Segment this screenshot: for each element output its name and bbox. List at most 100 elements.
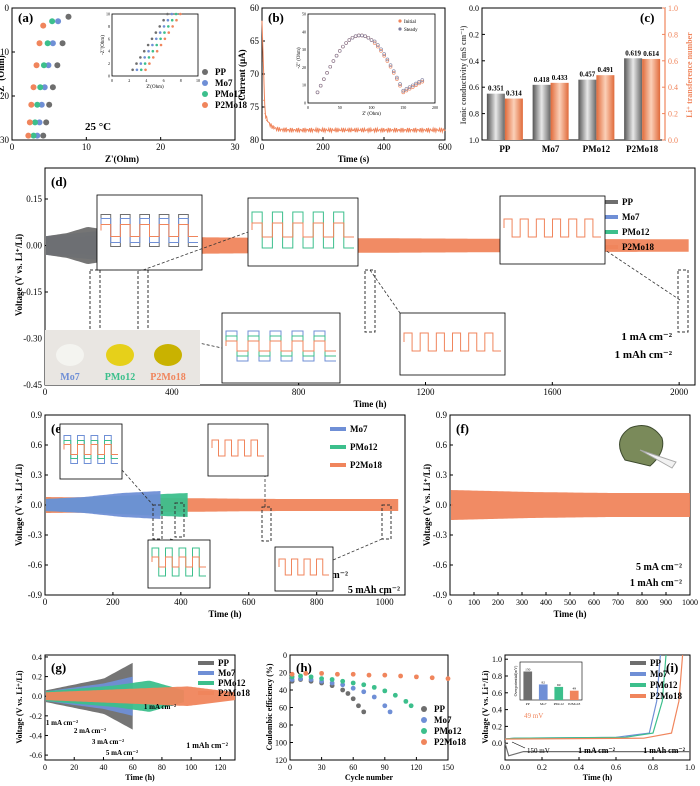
d-xtick-label: 0 <box>43 387 48 397</box>
a-inset-xtick: 4 <box>145 78 147 83</box>
b-ytick-label: 65 <box>250 36 260 46</box>
a-inset-point <box>150 37 154 41</box>
d-inset-5 <box>399 312 506 376</box>
e-ytick-label: -0.3 <box>28 530 43 540</box>
h-legend-marker <box>421 717 427 723</box>
d-ytick-label: 0.00 <box>26 241 42 251</box>
h-point-PMo12 <box>340 678 346 684</box>
h-point-PMo12 <box>319 676 324 682</box>
e-ytick-label: -0.6 <box>28 560 43 570</box>
a-inset-point <box>158 25 162 28</box>
a-legend-label: PP <box>215 67 226 77</box>
i-inset-bar <box>523 671 533 700</box>
d-zoom-region <box>89 269 101 333</box>
b-inset-xtick: 150 <box>400 105 406 110</box>
b-inset-point-Steady <box>334 53 339 58</box>
h-ytick-label: 20 <box>279 669 287 678</box>
h-point-PMo12 <box>408 703 414 709</box>
a-xtick-label: 10 <box>82 142 92 152</box>
h-xlabel: Cycle number <box>345 773 394 782</box>
a-legend-marker <box>202 102 208 108</box>
i-inset-value: 82 <box>542 680 546 684</box>
panel-label-b: (b) <box>268 10 284 25</box>
a-inset-point <box>154 31 158 34</box>
d-xtick-label: 800 <box>292 387 306 397</box>
c-category-label: P2Mo18 <box>626 144 658 154</box>
i-ytick-label: 0.0 <box>492 739 502 748</box>
b-inset-ytick: 50 <box>302 12 306 17</box>
f-xtick-label: 200 <box>492 598 504 607</box>
h-legend-marker <box>421 739 427 745</box>
b-inset-point-Steady <box>417 80 421 84</box>
a-inset-xtick: 2 <box>128 78 130 83</box>
a-point-P2Mo18 <box>33 62 40 69</box>
d-zoom-connector <box>142 231 249 271</box>
i-inset-ylabel: Overpotential(mV) <box>513 665 518 696</box>
b-inset-xtick: 0 <box>307 105 309 110</box>
b-inset-point-Steady <box>328 64 333 69</box>
b-inset-xtick: 50 <box>338 105 342 110</box>
h-point-PP <box>340 687 346 693</box>
i-ylabel: Voltage (V vs. Li⁺/Li) <box>481 670 490 743</box>
h-legend-marker <box>421 728 427 734</box>
d-zoom-region <box>89 269 101 333</box>
f-xtick-label: 500 <box>564 598 576 607</box>
e-inset-4 <box>274 546 334 592</box>
b-inset-point-Steady <box>382 52 387 56</box>
a-inset-point <box>154 37 158 41</box>
g-xtick-label: 60 <box>129 763 137 772</box>
h-ytick-label: 60 <box>279 704 287 713</box>
a-inset-point <box>155 43 159 47</box>
c-ytick-label: 0.8 <box>469 110 479 119</box>
b-inset-point-Steady <box>391 69 396 74</box>
c-ytick-label: 1.0 <box>469 136 479 145</box>
a-xtick-label: 30 <box>231 142 241 152</box>
panel-a-frame <box>11 7 236 141</box>
g-ytick-label: -0.4 <box>29 731 42 740</box>
i-xtick-label: 0.4 <box>574 763 584 772</box>
inset-wave <box>151 556 206 568</box>
i-legend-label: P2Mo18 <box>650 691 682 701</box>
a-inset-xtick: 6 <box>163 78 165 83</box>
h-point-PP <box>356 703 361 709</box>
a-inset-point <box>170 12 174 16</box>
c-ytick-right-label: 0.8 <box>668 30 678 39</box>
a-point-Mo7 <box>49 40 56 47</box>
a-inset-ytick: 2 <box>108 61 110 66</box>
h-legend-label: PMo12 <box>434 726 462 736</box>
c-bar-transference <box>642 58 661 141</box>
h-point-P2Mo18 <box>350 671 356 677</box>
panel-label-h: (h) <box>296 660 312 675</box>
panel-d-frame <box>44 167 696 386</box>
h-point-P2Mo18 <box>429 675 435 681</box>
e-zoom-region <box>381 504 392 540</box>
h-point-Mo7 <box>329 680 335 686</box>
b-inset-point-Steady <box>372 39 377 44</box>
i-ytick-label: 0.4 <box>492 706 502 715</box>
a-inset-xtick: 10 <box>196 78 200 83</box>
b-inset-point-Initial <box>395 77 399 81</box>
g-ylabel: Voltage (V vs. Li⁺/Li) <box>15 670 24 743</box>
i-legend-label: Mo7 <box>650 669 668 679</box>
d-condition: 1 mA cm⁻² <box>621 331 672 343</box>
a-point-PMo12 <box>30 132 37 139</box>
c-ytick-right-label: 0.6 <box>668 57 678 66</box>
e-xtick-label: 1000 <box>376 597 395 607</box>
i-legend-label: PMo12 <box>650 680 678 690</box>
a-legend-label: Mo7 <box>215 78 233 88</box>
a-point-PP <box>65 13 72 20</box>
e-xtick-label: 800 <box>310 597 324 607</box>
b-inset-point-Steady <box>414 81 418 86</box>
e-ytick-label: 0.0 <box>31 500 43 510</box>
g-xtick-label: 80 <box>158 763 166 772</box>
panel-label-f: (f) <box>456 421 469 436</box>
b-data-point <box>285 127 287 129</box>
a-inset-ytick: 10 <box>106 12 110 17</box>
g-annotation: 1 mAh cm⁻² <box>186 741 228 750</box>
e-xlabel: Time (h) <box>208 609 241 619</box>
b-inset-point-Steady <box>401 88 406 93</box>
b-inset-point-Steady <box>360 33 364 38</box>
i-annotation: 150 mV <box>527 747 550 755</box>
e-zoom-connector <box>169 538 176 541</box>
